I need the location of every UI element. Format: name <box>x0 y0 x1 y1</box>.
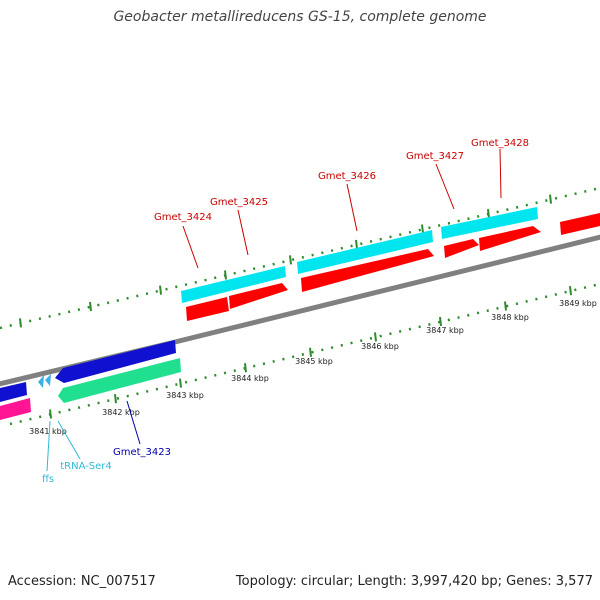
gene-arrow-gmet-3424[interactable] <box>186 297 229 321</box>
major-tick <box>374 332 377 342</box>
major-tick <box>549 194 552 204</box>
leader-trna-ser4 <box>57 420 81 460</box>
major-tick <box>89 301 92 312</box>
scale-label: 3842 kbp <box>102 408 140 417</box>
major-tick <box>569 286 572 296</box>
lower-tick-track <box>9 282 600 426</box>
gene-label-gmet-3423[interactable]: Gmet_3423 <box>113 447 171 458</box>
accession-text: Accession: NC_007517 <box>8 574 156 589</box>
major-tick <box>49 409 52 419</box>
gene-label-gmet-3428[interactable]: Gmet_3428 <box>471 138 529 149</box>
gene-arrow-gmet-3427[interactable] <box>444 239 479 258</box>
gene-labels: Gmet_3424 Gmet_3425 Gmet_3426 Gmet_3427 … <box>42 138 529 485</box>
genome-summary-text: Topology: circular; Length: 3,997,420 bp… <box>235 574 593 589</box>
scale-label: 3844 kbp <box>231 374 269 383</box>
gene-arrow-gmet-3428-inner[interactable] <box>479 226 541 251</box>
scale-label: 3849 kbp <box>559 299 597 308</box>
reverse-gene-track <box>0 358 181 420</box>
major-tick <box>114 393 117 404</box>
scale-labels: 3841 kbp 3842 kbp 3843 kbp 3844 kbp 3845 kbp… <box>29 299 597 436</box>
major-tick <box>309 347 312 357</box>
leader-gmet-3424 <box>182 225 199 269</box>
gene-label-gmet-3425[interactable]: Gmet_3425 <box>210 197 268 208</box>
major-tick <box>224 270 227 280</box>
major-tick <box>289 255 292 265</box>
major-tick <box>439 316 442 327</box>
leader-gmet-3426 <box>346 183 358 232</box>
leader-gmet-3428 <box>499 148 502 199</box>
scale-label: 3841 kbp <box>29 427 67 436</box>
gene-arrow-gmet-3423[interactable] <box>55 340 176 383</box>
trna-ser4-arrow[interactable] <box>38 375 44 388</box>
gene-arrow-gmet-3428[interactable] <box>441 207 538 239</box>
scale-label: 3848 kbp <box>491 313 529 322</box>
gene-arrow-gmet-3425-inner[interactable] <box>229 283 288 309</box>
gene-arrow-offscreen-left-blue[interactable] <box>0 382 27 402</box>
major-tick <box>244 363 247 373</box>
gene-label-gmet-3427[interactable]: Gmet_3427 <box>406 151 464 162</box>
gene-arrow-offscreen-right[interactable] <box>560 213 600 235</box>
ncrna-offscreen-left[interactable] <box>0 398 31 420</box>
gene-label-gmet-3424[interactable]: Gmet_3424 <box>154 212 212 223</box>
scale-label: 3845 kbp <box>295 357 333 366</box>
major-tick <box>421 224 424 234</box>
leader-gmet-3425 <box>237 209 249 256</box>
leader-ffs <box>46 420 51 472</box>
leader-gmet-3427 <box>435 163 455 210</box>
forward-cds-track <box>181 207 538 303</box>
major-tick <box>355 239 358 250</box>
genome-backbone <box>0 234 600 387</box>
forward-gene-track <box>186 213 600 321</box>
leader-gmet-3423 <box>126 400 141 445</box>
major-tick <box>19 318 22 328</box>
gene-label-trna-ser4[interactable]: tRNA-Ser4 <box>60 461 112 472</box>
map-title: Geobacter metallireducens GS-15, complet… <box>113 9 487 25</box>
major-tick <box>179 378 182 388</box>
reverse-cds-track <box>0 340 176 402</box>
scale-label: 3847 kbp <box>426 326 464 335</box>
scale-label: 3843 kbp <box>166 391 204 400</box>
gene-label-gmet-3426[interactable]: Gmet_3426 <box>318 171 376 182</box>
major-tick <box>159 285 162 295</box>
gene-arrow-gmet-3423-inner[interactable] <box>58 358 181 403</box>
gene-arrow-gmet-3425[interactable] <box>181 266 286 303</box>
major-tick <box>487 209 490 219</box>
gene-arrow-gmet-3426[interactable] <box>297 230 433 274</box>
scale-label: 3846 kbp <box>361 342 399 351</box>
ffs-arrow[interactable] <box>45 374 51 386</box>
gene-label-ffs[interactable]: ffs <box>42 474 54 485</box>
upper-tick-track <box>0 186 600 330</box>
major-tick <box>504 301 507 311</box>
gene-arrow-gmet-3426-inner[interactable] <box>301 249 434 292</box>
